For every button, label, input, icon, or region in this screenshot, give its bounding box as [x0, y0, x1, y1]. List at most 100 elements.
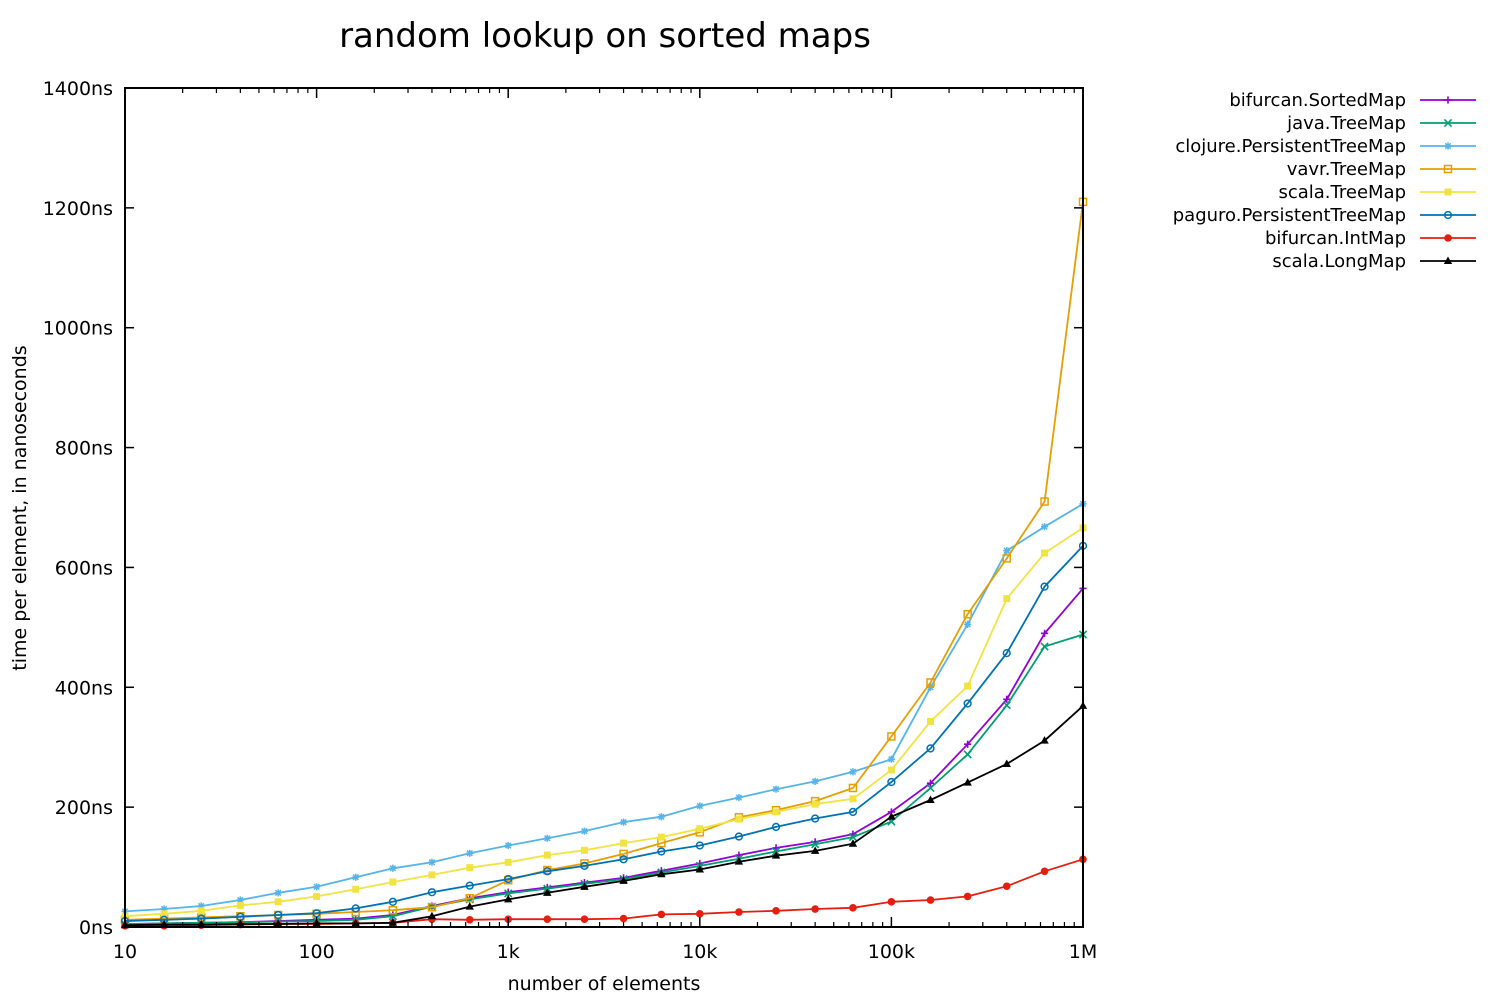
data-point — [735, 815, 743, 823]
data-point — [619, 855, 628, 864]
data-point — [619, 818, 628, 826]
data-point — [926, 896, 935, 904]
data-point — [964, 740, 972, 748]
data-point — [695, 864, 704, 873]
data-point — [849, 795, 857, 803]
data-point — [313, 883, 321, 891]
data-point — [465, 902, 474, 910]
data-point — [771, 822, 781, 832]
series-bifurcan-SortedMap — [121, 584, 1087, 928]
data-point — [964, 620, 972, 628]
data-point — [580, 859, 589, 868]
legend-entry: bifurcan.IntMap — [1265, 228, 1476, 249]
data-point — [427, 888, 437, 897]
data-point — [811, 905, 819, 913]
data-point — [734, 857, 744, 865]
legend-entry: vavr.TreeMap — [1287, 159, 1476, 180]
data-point — [351, 904, 360, 913]
data-point — [1003, 695, 1011, 703]
series-line — [124, 587, 1084, 925]
data-point — [1040, 497, 1049, 506]
data-point — [735, 908, 743, 916]
x-tick-label: 1M — [1069, 941, 1097, 963]
axes: 0ns 200ns 400ns 600ns 800ns 1000ns 1200ns 1400n… — [43, 78, 1098, 963]
data-point — [427, 902, 437, 912]
series-line — [124, 527, 1084, 918]
plot-area — [120, 197, 1088, 930]
x-tick-label: 10 — [113, 941, 137, 963]
data-point — [926, 683, 935, 691]
legend-label: bifurcan.SortedMap — [1229, 90, 1406, 111]
chart-title: random lookup on sorted maps — [339, 16, 871, 56]
legend-label: java.TreeMap — [1286, 113, 1406, 134]
data-point — [274, 910, 283, 920]
data-point — [427, 911, 437, 920]
data-point — [504, 858, 512, 866]
data-point — [964, 682, 972, 690]
data-point — [273, 919, 283, 928]
y-tick-label: 1400ns — [43, 78, 113, 100]
data-point — [543, 867, 552, 876]
data-point — [619, 876, 628, 884]
data-point — [543, 915, 552, 924]
y-tick-label: 1000ns — [43, 318, 113, 340]
data-point — [1002, 648, 1011, 658]
series-scala-TreeMap — [121, 524, 1087, 920]
data-point — [160, 910, 168, 918]
data-point — [1002, 759, 1011, 767]
y-tick-label: 400ns — [55, 677, 113, 699]
data-point — [963, 609, 972, 619]
data-point — [580, 915, 589, 924]
data-point — [1040, 582, 1049, 591]
data-point — [772, 907, 780, 915]
legend-entry: paguro.PersistentTreeMap — [1173, 205, 1476, 226]
y-tick-label: 600ns — [55, 557, 113, 579]
y-tick-label: 800ns — [55, 438, 113, 460]
legend-swatch-marker — [1444, 142, 1452, 150]
data-point — [352, 885, 360, 893]
data-point — [312, 909, 321, 918]
data-point — [1003, 547, 1011, 555]
legend-swatch-marker — [1444, 234, 1452, 242]
data-point — [772, 785, 780, 793]
data-point — [695, 841, 704, 850]
data-point — [580, 827, 589, 835]
data-point — [1040, 523, 1049, 531]
data-point — [849, 904, 857, 912]
data-point — [811, 777, 819, 785]
legend-label: paguro.PersistentTreeMap — [1173, 205, 1406, 226]
data-point — [810, 840, 820, 849]
y-tick-label: 200ns — [55, 797, 113, 819]
data-point — [274, 889, 282, 897]
x-axis-label: number of elements — [508, 973, 701, 995]
data-point — [543, 888, 552, 896]
data-point — [352, 873, 360, 881]
legend-swatch-marker — [1444, 96, 1452, 104]
legend-entry: bifurcan.SortedMap — [1229, 90, 1476, 111]
legend-swatch-marker — [1443, 256, 1453, 264]
data-point — [388, 897, 397, 906]
data-point — [926, 678, 935, 687]
data-point — [619, 849, 628, 859]
data-point — [963, 750, 972, 759]
data-point — [887, 766, 895, 774]
data-point — [428, 871, 436, 879]
y-tick-label: 1200ns — [43, 198, 113, 220]
data-point — [657, 833, 665, 841]
data-point — [159, 920, 169, 928]
plot-frame — [124, 87, 1084, 928]
legend-label: vavr.TreeMap — [1287, 159, 1406, 180]
data-point — [466, 849, 474, 857]
legend: bifurcan.SortedMapjava.TreeMapclojure.Pe… — [1173, 90, 1476, 272]
x-tick-label: 100 — [298, 941, 334, 963]
data-point — [887, 898, 896, 906]
data-point — [1002, 882, 1011, 891]
data-point — [389, 878, 397, 886]
legend-label: bifurcan.IntMap — [1265, 228, 1406, 249]
data-point — [1040, 642, 1049, 651]
data-point — [848, 783, 858, 793]
x-tick-label: 100k — [868, 941, 915, 963]
data-point — [274, 898, 282, 906]
data-point — [1002, 554, 1012, 563]
legend-swatch-marker — [1444, 188, 1452, 196]
